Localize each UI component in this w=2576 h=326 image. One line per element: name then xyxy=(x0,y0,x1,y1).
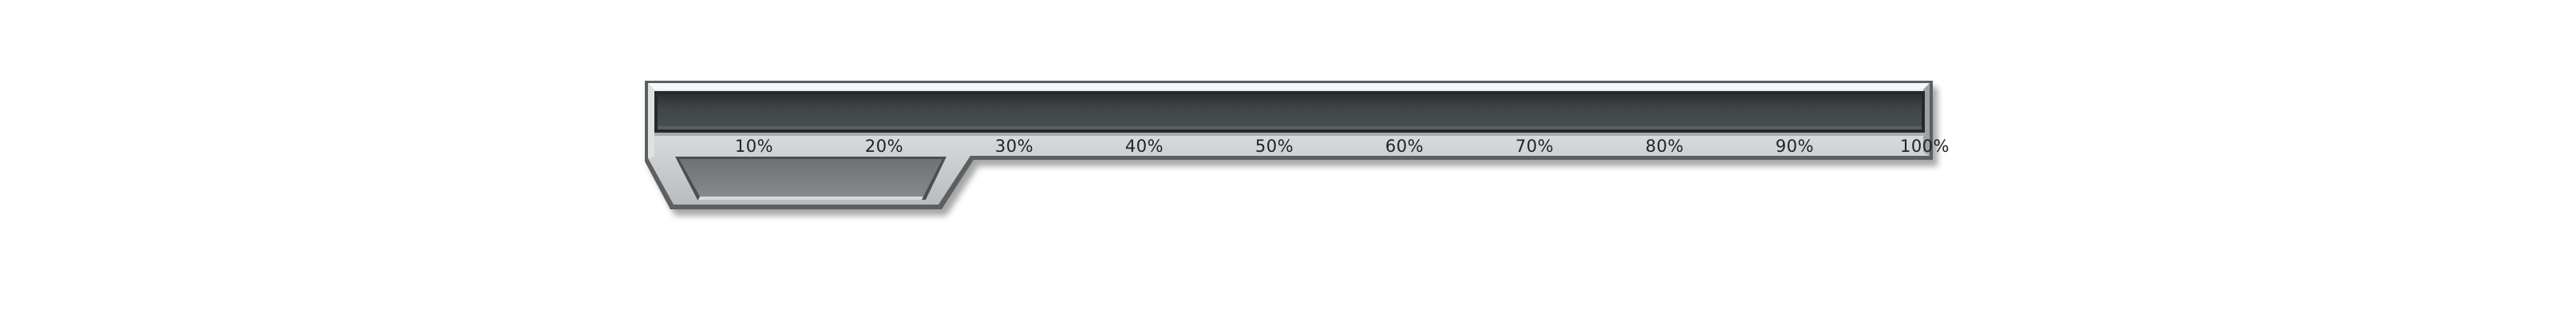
scale-label: 40% xyxy=(1125,137,1164,156)
scale-label: 90% xyxy=(1776,137,1814,156)
progress-trough xyxy=(654,91,1925,136)
progress-scale: 10% 20% 30% 40% 50% 60% 70% 80% 90% 100% xyxy=(735,137,1950,156)
scale-label: 20% xyxy=(865,137,903,156)
bevel-left xyxy=(648,83,654,158)
scale-label: 50% xyxy=(1255,137,1294,156)
scale-label: 10% xyxy=(735,137,773,156)
bevel-top xyxy=(648,83,1930,89)
scale-label: 100% xyxy=(1900,137,1950,156)
scale-label: 70% xyxy=(1515,137,1554,156)
scale-label: 30% xyxy=(995,137,1033,156)
trapezoid-tab-icon xyxy=(675,157,946,200)
scale-label: 80% xyxy=(1646,137,1684,156)
scale-label: 60% xyxy=(1385,137,1424,156)
